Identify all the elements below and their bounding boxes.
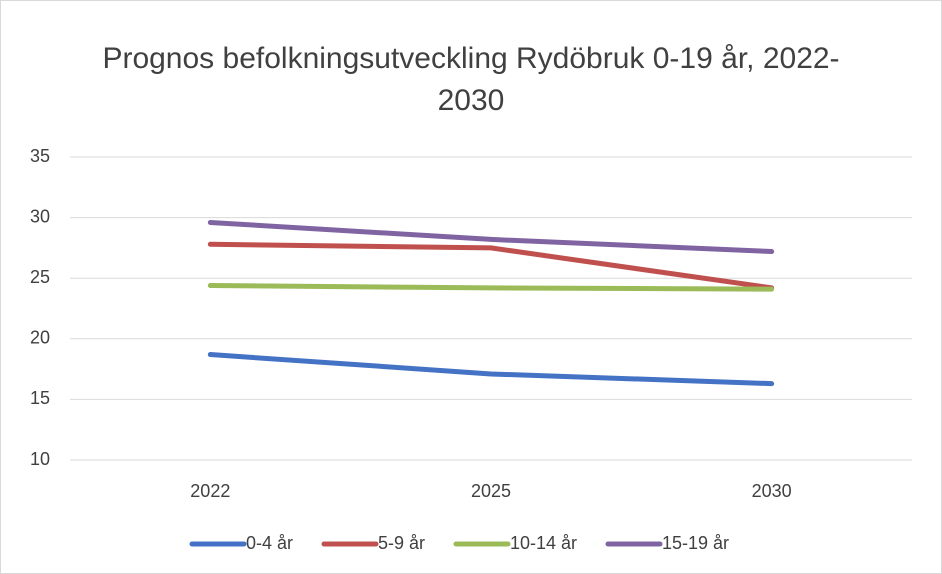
y-tick-label: 35 — [30, 146, 50, 166]
y-tick-label: 10 — [30, 449, 50, 469]
legend-label: 15-19 år — [662, 533, 729, 553]
y-tick-label: 20 — [30, 328, 50, 348]
x-tick-label: 2025 — [471, 481, 511, 501]
series-line — [207, 219, 775, 255]
legend-label: 0-4 år — [246, 533, 293, 553]
x-tick-label: 2022 — [190, 481, 230, 501]
legend-label: 10-14 år — [510, 533, 577, 553]
legend-label: 5-9 år — [378, 533, 425, 553]
series-line — [207, 241, 775, 291]
y-tick-label: 30 — [30, 206, 50, 226]
chart-title: Prognos befolkningsutveckling Rydöbruk 0… — [102, 42, 840, 117]
x-tick-label: 2030 — [752, 481, 792, 501]
y-tick-label: 15 — [30, 388, 50, 408]
series-line — [207, 282, 775, 292]
series-line — [207, 352, 775, 387]
y-tick-label: 25 — [30, 267, 50, 287]
